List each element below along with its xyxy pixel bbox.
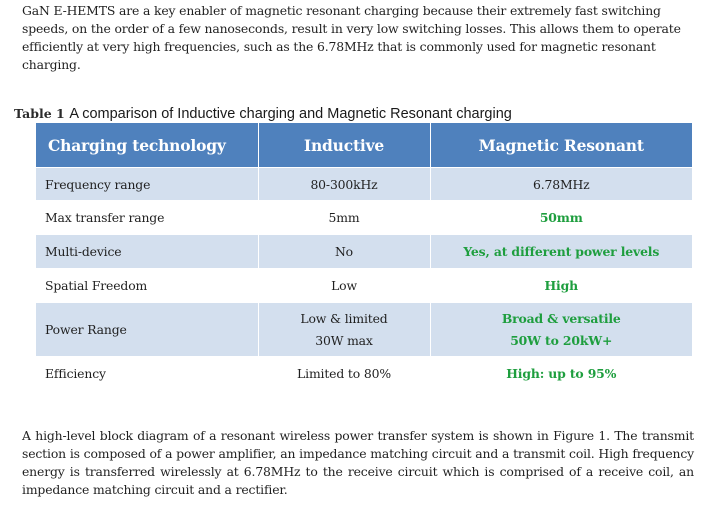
cell-resonant-frequency: 6.78MHz [430,167,692,201]
cell-resonant-efficiency: High: up to 95% [430,356,692,390]
cell-resonant-power-line2: 50W to 20kW+ [510,332,613,348]
table-row: Frequency range 80-300kHz 6.78MHz [36,167,692,201]
table-row: Multi-device No Yes, at different power … [36,234,692,269]
cell-resonant-spatial-freedom: High [430,268,692,303]
row-label-spatial-freedom: Spatial Freedom [36,268,259,303]
table-row: Power Range Low & limited 30W max Broad … [36,302,692,357]
cell-inductive-range: 5mm [258,200,431,235]
table-header-row: Charging technology Inductive Magnetic R… [36,123,692,168]
cell-resonant-range: 50mm [430,200,692,235]
row-label-multi-device: Multi-device [36,234,259,269]
cell-inductive-power-line1: Low & limited [300,310,388,326]
header-inductive: Inductive [258,123,431,168]
row-label-efficiency: Efficiency [36,356,259,390]
row-label-power-range: Power Range [36,302,259,357]
table-row: Max transfer range 5mm 50mm [36,200,692,235]
header-magnetic-resonant: Magnetic Resonant [430,123,692,168]
cell-resonant-power-range: Broad & versatile 50W to 20kW+ [430,302,692,357]
comparison-table: Charging technology Inductive Magnetic R… [36,123,692,390]
cell-resonant-multi-device: Yes, at different power levels [430,234,692,269]
row-label-frequency-range: Frequency range [36,167,259,201]
cell-inductive-spatial-freedom: Low [258,268,431,303]
table-caption: Table 1 A comparison of Inductive chargi… [14,104,512,124]
row-label-max-transfer-range: Max transfer range [36,200,259,235]
cell-inductive-efficiency: Limited to 80% [258,356,431,390]
closing-paragraph: A high-level block diagram of a resonant… [22,428,694,497]
table-row: Efficiency Limited to 80% High: up to 95… [36,356,692,390]
cell-inductive-power-range: Low & limited 30W max [258,302,431,357]
cell-inductive-multi-device: No [258,234,431,269]
header-charging-technology: Charging technology [36,123,259,168]
cell-inductive-frequency: 80-300kHz [258,167,431,201]
intro-paragraph: GaN E-HEMTS are a key enabler of magneti… [22,3,681,72]
cell-inductive-power-line2: 30W max [315,332,373,348]
table-caption-label: Table 1 [14,106,65,121]
table-caption-text: A comparison of Inductive charging and M… [69,106,512,122]
cell-resonant-power-line1: Broad & versatile [501,310,621,326]
table-row: Spatial Freedom Low High [36,268,692,303]
